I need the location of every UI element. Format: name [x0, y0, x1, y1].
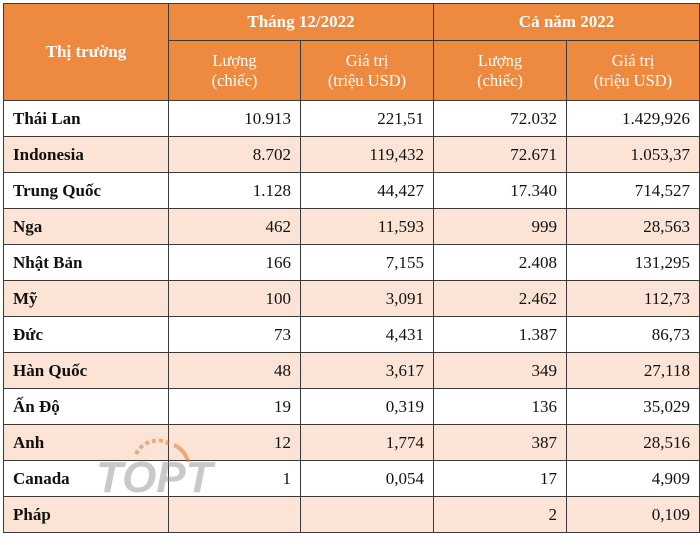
month-qty: 8.702 [168, 136, 301, 173]
month-qty-header: Lượng (chiếc) [168, 40, 301, 101]
market-name: Canada [3, 460, 169, 497]
table-row: Anh 12 1,774 387 28,516 [3, 424, 700, 461]
month-group-header: Tháng 12/2022 [168, 3, 434, 41]
year-val: 4,909 [566, 460, 700, 497]
header-row-metrics: Lượng (chiếc) Giá trị (triệu USD) Lượng (ch… [3, 40, 700, 101]
year-group-header: Cả năm 2022 [433, 3, 700, 41]
month-val: 4,431 [300, 316, 434, 353]
month-qty: 100 [168, 280, 301, 317]
year-qty: 17 [433, 460, 567, 497]
market-name: Trung Quốc [3, 172, 169, 209]
year-qty: 2.408 [433, 244, 567, 281]
table-row: Indonesia 8.702 119,432 72.671 1.053,37 [3, 136, 700, 173]
year-val-header: Giá trị (triệu USD) [566, 40, 700, 101]
val-label: Giá trị [345, 50, 389, 70]
year-val: 131,295 [566, 244, 700, 281]
table-row: Pháp 2 0,109 [3, 496, 700, 533]
month-qty: 48 [168, 352, 301, 389]
year-val: 28,516 [566, 424, 700, 461]
header-row-groups: Thị trường Tháng 12/2022 Cả năm 2022 [3, 3, 700, 101]
year-val: 112,73 [566, 280, 700, 317]
month-qty: 10.913 [168, 100, 301, 137]
val-label: Giá trị [611, 50, 655, 70]
year-qty: 349 [433, 352, 567, 389]
year-qty: 72.032 [433, 100, 567, 137]
month-val: 1,774 [300, 424, 434, 461]
month-qty: 1.128 [168, 172, 301, 209]
month-qty: 19 [168, 388, 301, 425]
month-val: 44,427 [300, 172, 434, 209]
market-name: Nga [3, 208, 169, 245]
market-column-header: Thị trường [3, 3, 169, 101]
qty-unit: (chiếc) [211, 70, 258, 90]
month-val: 0,054 [300, 460, 434, 497]
table-body: Thái Lan 10.913 221,51 72.032 1.429,926 … [3, 100, 700, 533]
market-name: Indonesia [3, 136, 169, 173]
table-row: Nhật Bản 166 7,155 2.408 131,295 [3, 244, 700, 281]
market-name: Ấn Độ [3, 388, 169, 425]
qty-label: Lượng [477, 50, 523, 70]
year-qty: 2 [433, 496, 567, 533]
month-qty: 166 [168, 244, 301, 281]
market-name: Hàn Quốc [3, 352, 169, 389]
table-row: Đức 73 4,431 1.387 86,73 [3, 316, 700, 353]
table-row: Nga 462 11,593 999 28,563 [3, 208, 700, 245]
qty-label: Lượng [212, 50, 257, 70]
market-name: Anh [3, 424, 169, 461]
month-val: 7,155 [300, 244, 434, 281]
val-unit: (triệu USD) [593, 70, 673, 90]
market-name: Nhật Bản [3, 244, 169, 281]
year-qty-header: Lượng (chiếc) [433, 40, 567, 101]
month-val: 3,617 [300, 352, 434, 389]
table-row: Canada 1 0,054 17 4,909 [3, 460, 700, 497]
month-val: 11,593 [300, 208, 434, 245]
month-qty [168, 496, 301, 533]
table-row: Thái Lan 10.913 221,51 72.032 1.429,926 [3, 100, 700, 137]
year-qty: 17.340 [433, 172, 567, 209]
year-val: 1.429,926 [566, 100, 700, 137]
year-val: 714,527 [566, 172, 700, 209]
market-name: Đức [3, 316, 169, 353]
val-unit: (triệu USD) [327, 70, 407, 90]
year-qty: 387 [433, 424, 567, 461]
year-val: 28,563 [566, 208, 700, 245]
market-name: Mỹ [3, 280, 169, 317]
month-qty: 73 [168, 316, 301, 353]
market-name: Thái Lan [3, 100, 169, 137]
year-val: 86,73 [566, 316, 700, 353]
year-qty: 1.387 [433, 316, 567, 353]
table-row: Mỹ 100 3,091 2.462 112,73 [3, 280, 700, 317]
year-qty: 136 [433, 388, 567, 425]
year-val: 0,109 [566, 496, 700, 533]
year-qty: 999 [433, 208, 567, 245]
table-row: Ấn Độ 19 0,319 136 35,029 [3, 388, 700, 425]
month-val: 119,432 [300, 136, 434, 173]
month-val-header: Giá trị (triệu USD) [300, 40, 434, 101]
year-val: 27,118 [566, 352, 700, 389]
market-table: Thị trường Tháng 12/2022 Cả năm 2022 Lượ… [3, 3, 700, 533]
year-qty: 2.462 [433, 280, 567, 317]
market-name: Pháp [3, 496, 169, 533]
year-qty: 72.671 [433, 136, 567, 173]
year-val: 35,029 [566, 388, 700, 425]
month-qty: 12 [168, 424, 301, 461]
month-qty: 462 [168, 208, 301, 245]
table-row: Hàn Quốc 48 3,617 349 27,118 [3, 352, 700, 389]
month-qty: 1 [168, 460, 301, 497]
qty-unit: (chiếc) [477, 70, 523, 90]
year-val: 1.053,37 [566, 136, 700, 173]
month-val: 3,091 [300, 280, 434, 317]
month-val [300, 496, 434, 533]
table-row: Trung Quốc 1.128 44,427 17.340 714,527 [3, 172, 700, 209]
month-val: 0,319 [300, 388, 434, 425]
month-val: 221,51 [300, 100, 434, 137]
